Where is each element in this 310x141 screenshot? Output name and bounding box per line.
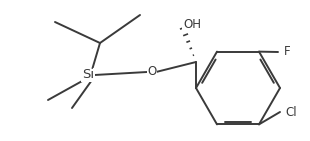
Text: O: O: [147, 66, 157, 79]
Text: F: F: [284, 46, 290, 59]
Text: OH: OH: [183, 18, 201, 31]
Text: Cl: Cl: [286, 105, 297, 118]
Text: Si: Si: [82, 69, 94, 81]
